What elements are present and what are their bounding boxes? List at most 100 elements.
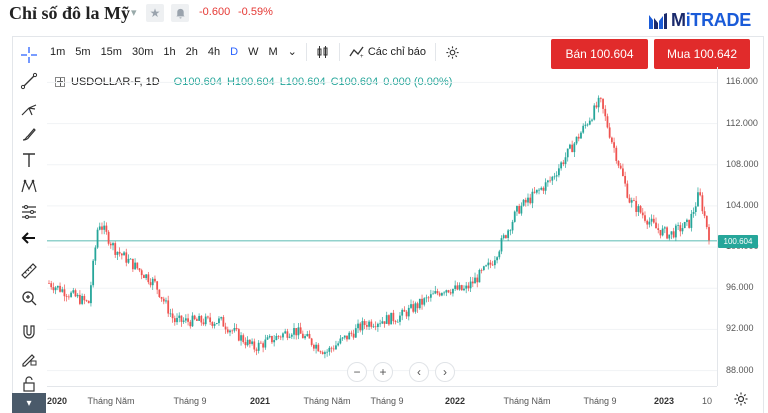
scroll-right-button[interactable]: › [435, 362, 455, 382]
candle-body [577, 136, 580, 139]
pattern-icon[interactable] [19, 176, 39, 196]
time-axis[interactable]: 2020 Tháng Năm Tháng 9 2021 Tháng Năm Tháng 9… [47, 386, 717, 413]
price-axis[interactable]: 116.000112.000108.000104.000100.00096.00… [717, 67, 764, 386]
magnet-icon[interactable] [19, 322, 39, 342]
candle-body [388, 315, 390, 325]
crosshair-icon[interactable] [19, 45, 39, 65]
time-axis-label: Tháng 9 [370, 396, 404, 406]
price-axis-label: 104.000 [726, 199, 759, 210]
candle-body [396, 321, 399, 323]
candle-body [507, 230, 510, 238]
timeframe-2h[interactable]: 2h [185, 46, 198, 58]
back-arrow-icon[interactable] [19, 228, 39, 248]
candle-body [118, 251, 121, 254]
candle-body [597, 97, 600, 108]
candle-body [595, 105, 598, 108]
buy-button[interactable]: Mua 100.642 [654, 39, 750, 69]
candle-body [493, 260, 496, 266]
last-price-tag: 100.604 [718, 234, 758, 248]
candle-body [288, 336, 291, 338]
candle-body [156, 281, 159, 290]
timeframe-1h[interactable]: 1h [163, 46, 176, 58]
candle-body [257, 342, 260, 351]
candle-body [697, 192, 699, 207]
text-tool-icon[interactable] [19, 150, 39, 170]
time-axis-label: Tháng Năm [303, 396, 351, 406]
indicators-button[interactable]: + Các chỉ báo [344, 37, 431, 67]
candle-body [401, 309, 404, 316]
candle-body [65, 296, 68, 297]
timeframe-5m[interactable]: 5m [75, 46, 91, 58]
candle-body [674, 225, 677, 238]
zoom-in-button[interactable]: + [373, 362, 393, 382]
candle-body [167, 300, 170, 314]
candle-body [224, 326, 227, 330]
prediction-icon[interactable] [19, 202, 39, 222]
candle-body [518, 205, 521, 214]
sell-button[interactable]: Bán 100.604 [551, 39, 648, 69]
candle-body [626, 183, 629, 198]
candle-body [125, 252, 128, 263]
trend-line-icon[interactable] [19, 71, 39, 91]
candle-body [421, 298, 423, 305]
candle-body [266, 337, 269, 340]
candle-body [237, 329, 240, 341]
candle-body [211, 322, 214, 326]
brush-icon[interactable] [19, 124, 39, 144]
candle-body [184, 318, 187, 321]
timeframe-1m[interactable]: 1m [50, 46, 66, 58]
bell-icon[interactable] [171, 4, 189, 22]
candle-body [544, 182, 547, 191]
candle-body [129, 258, 132, 260]
timeframe-m[interactable]: M [268, 46, 278, 58]
candle-body [531, 191, 534, 204]
candle-body [606, 116, 609, 128]
candle-body [171, 313, 174, 319]
candle-body [87, 300, 90, 304]
candle-body [385, 315, 388, 324]
more-timeframes-chevron-icon[interactable]: ⌄ [287, 46, 297, 58]
timeframe-15m[interactable]: 15m [100, 46, 122, 58]
candle-body [502, 235, 505, 239]
candle-body [297, 327, 300, 336]
time-axis-label: Tháng 9 [173, 396, 207, 406]
zoom-in-icon[interactable] [19, 288, 39, 308]
candles-chart-type-icon[interactable] [311, 37, 335, 67]
timeframe-w[interactable]: W [248, 46, 259, 58]
candle-body [622, 168, 624, 177]
candle-body [158, 289, 161, 297]
candle-body [683, 222, 686, 229]
candle-body [359, 323, 362, 331]
timeframe-4h[interactable]: 4h [207, 46, 221, 58]
scroll-left-button[interactable]: ‹ [409, 362, 429, 382]
candle-body [652, 218, 655, 223]
collapse-toolbar-chevron-icon[interactable]: ▾ [12, 393, 46, 413]
candle-body [312, 344, 315, 349]
candle-body [61, 289, 64, 292]
chevron-down-icon[interactable]: ▾ [131, 7, 137, 19]
timeframe-30m[interactable]: 30m [131, 46, 154, 58]
instrument-title: Chỉ số đô la Mỹ [9, 3, 131, 23]
zoom-out-button[interactable]: − [347, 362, 367, 382]
time-axis-label: 2020 [46, 396, 68, 406]
candle-body [465, 285, 468, 289]
lock-drawings-icon[interactable] [19, 348, 39, 368]
chart-settings-gear-icon[interactable] [733, 391, 749, 407]
candle-body [52, 287, 55, 291]
candlestick-chart[interactable] [47, 67, 717, 386]
candle-body [489, 262, 492, 265]
candle-body [317, 344, 320, 352]
timeframe-d[interactable]: D [230, 46, 239, 58]
candle-body [511, 221, 514, 231]
price-chart[interactable] [47, 67, 717, 386]
settings-gear-icon[interactable] [440, 37, 465, 67]
star-icon[interactable]: ★ [146, 4, 164, 22]
candle-body [244, 342, 247, 346]
lock-icon[interactable] [19, 374, 39, 394]
pitchfork-icon[interactable] [19, 98, 39, 118]
candle-body [661, 228, 664, 236]
ruler-icon[interactable] [19, 261, 39, 281]
indicators-label: Các chỉ báo [367, 46, 426, 58]
candle-body [235, 327, 238, 330]
candle-body [191, 315, 194, 327]
